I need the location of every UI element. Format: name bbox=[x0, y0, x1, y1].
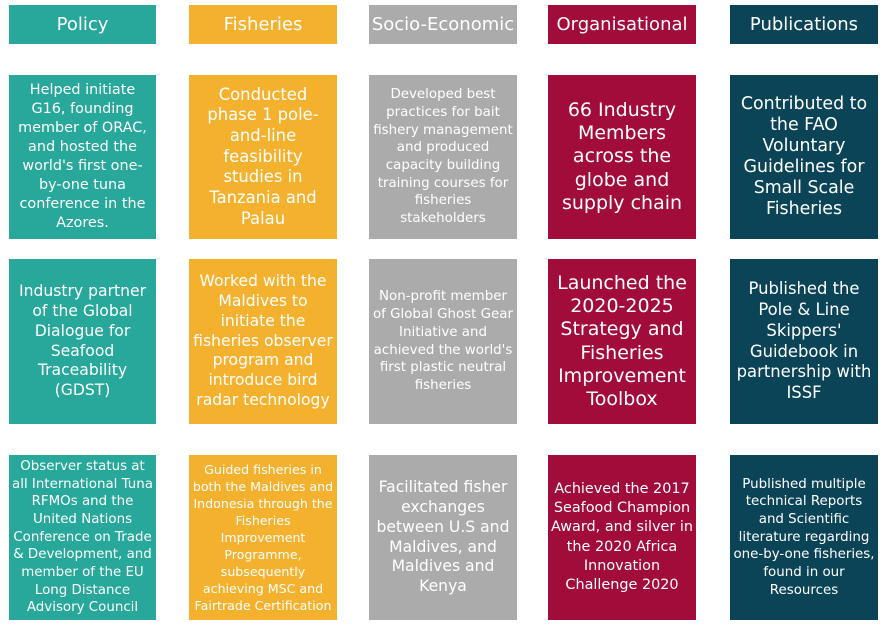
organisational-tile-1: 66 Industry Members across the globe and… bbox=[548, 75, 696, 239]
header-publications-label: Publications bbox=[749, 13, 859, 35]
socio-economic-tile-3-text: Facilitated fisher exchanges between U.S… bbox=[376, 478, 510, 596]
header-policy-label: Policy bbox=[56, 13, 109, 35]
policy-tile-1-text: Helped initiate G16, founding member of … bbox=[18, 81, 147, 232]
fisheries-tile-3: Guided fisheries in both the Maldives an… bbox=[189, 455, 337, 620]
header-publications: Publications bbox=[730, 5, 878, 44]
policy-tile-2: Industry partner of the Global Dialogue … bbox=[9, 259, 156, 424]
header-socio-economic-label: Socio-Economic bbox=[371, 13, 515, 35]
organisational-tile-2-text: Launched the 2020-2025 Strategy and Fish… bbox=[557, 271, 687, 410]
fisheries-tile-2: Worked with the Maldives to initiate the… bbox=[189, 259, 337, 424]
policy-tile-3-text: Observer status at all International Tun… bbox=[12, 458, 153, 616]
publications-tile-2: Published the Pole & Line Skippers' Guid… bbox=[730, 259, 878, 424]
publications-tile-1: Contributed to the FAO Voluntary Guideli… bbox=[730, 75, 878, 239]
header-fisheries: Fisheries bbox=[189, 5, 337, 44]
policy-tile-3: Observer status at all International Tun… bbox=[9, 455, 156, 620]
organisational-tile-3: Achieved the 2017 Seafood Champion Award… bbox=[548, 455, 696, 620]
socio-economic-tile-3: Facilitated fisher exchanges between U.S… bbox=[369, 455, 517, 620]
publications-tile-3-text: Published multiple technical Reports and… bbox=[733, 476, 875, 598]
publications-tile-2-text: Published the Pole & Line Skippers' Guid… bbox=[736, 279, 872, 402]
socio-economic-tile-2: Non-profit member of Global Ghost Gear I… bbox=[369, 259, 517, 424]
header-socio-economic: Socio-Economic bbox=[369, 5, 517, 44]
header-fisheries-label: Fisheries bbox=[223, 13, 303, 35]
publications-tile-3: Published multiple technical Reports and… bbox=[730, 455, 878, 620]
organisational-tile-1-text: 66 Industry Members across the globe and… bbox=[561, 99, 683, 214]
socio-economic-tile-1: Developed best practices for bait fisher… bbox=[369, 75, 517, 239]
fisheries-tile-1-text: Conducted phase 1 pole-and-line feasibil… bbox=[207, 84, 319, 228]
organisational-tile-2: Launched the 2020-2025 Strategy and Fish… bbox=[548, 259, 696, 424]
policy-tile-1: Helped initiate G16, founding member of … bbox=[9, 75, 156, 239]
policy-tile-2-text: Industry partner of the Global Dialogue … bbox=[19, 282, 146, 400]
header-policy: Policy bbox=[9, 5, 156, 44]
fisheries-tile-1: Conducted phase 1 pole-and-line feasibil… bbox=[189, 75, 337, 239]
fisheries-tile-3-text: Guided fisheries in both the Maldives an… bbox=[192, 462, 334, 613]
header-organisational-label: Organisational bbox=[556, 13, 688, 35]
socio-economic-tile-1-text: Developed best practices for bait fisher… bbox=[373, 87, 513, 227]
fisheries-tile-2-text: Worked with the Maldives to initiate the… bbox=[193, 272, 333, 409]
organisational-tile-3-text: Achieved the 2017 Seafood Champion Award… bbox=[551, 481, 693, 593]
header-organisational: Organisational bbox=[548, 5, 696, 44]
socio-economic-tile-2-text: Non-profit member of Global Ghost Gear I… bbox=[372, 289, 513, 393]
publications-tile-1-text: Contributed to the FAO Voluntary Guideli… bbox=[740, 94, 868, 219]
